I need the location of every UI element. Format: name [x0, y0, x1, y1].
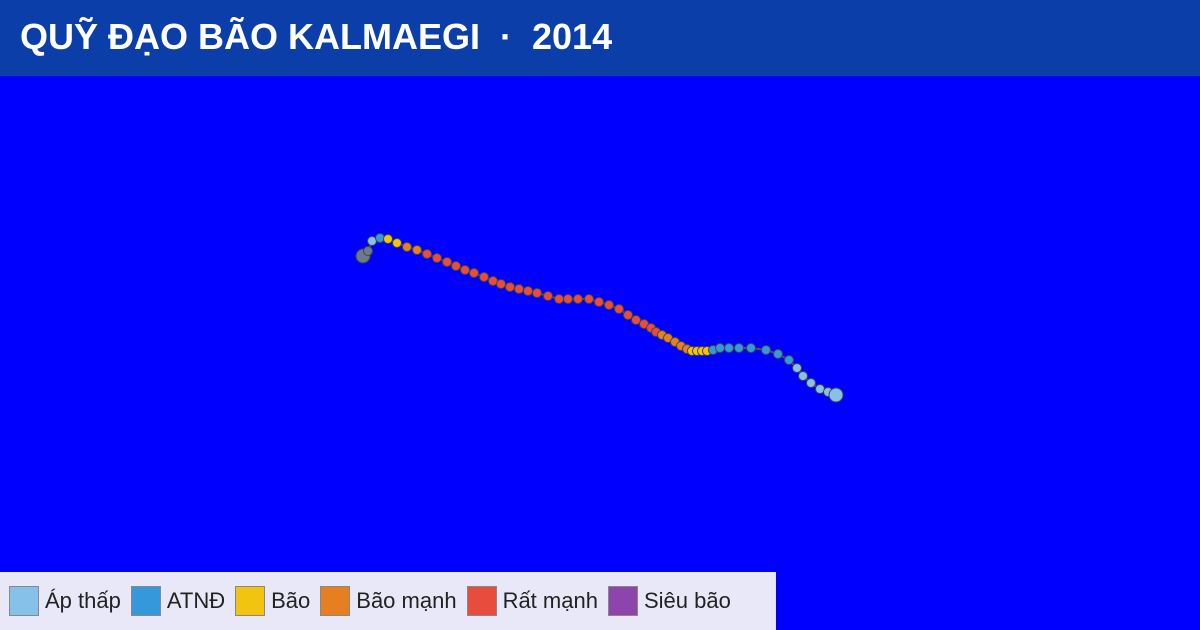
- track-point: [505, 282, 515, 292]
- track-point: [584, 294, 594, 304]
- legend-label: Rất mạnh: [502, 588, 598, 613]
- legend-item: Bão: [235, 586, 310, 616]
- legend-item: Bão mạnh: [320, 586, 457, 616]
- track-point: [412, 245, 422, 255]
- legend-item: Áp thấp: [9, 586, 121, 616]
- track-point: [479, 272, 489, 282]
- track-point: [460, 265, 470, 275]
- track-point: [532, 288, 542, 298]
- legend-label: ATNĐ: [166, 588, 226, 613]
- track-point: [828, 387, 844, 403]
- track-point: [573, 294, 583, 304]
- track-point: [442, 257, 452, 267]
- track-point: [604, 300, 614, 310]
- track-point: [806, 378, 816, 388]
- legend: Áp thấp ATNĐ Bão Bão mạnh Rất mạnh Siêu bão: [0, 572, 776, 630]
- track-point: [554, 294, 564, 304]
- track-point: [563, 294, 573, 304]
- legend-swatch: [607, 586, 638, 616]
- legend-swatch: [235, 586, 266, 616]
- legend-label: Siêu bão: [643, 588, 731, 613]
- map: [355, 233, 844, 403]
- legend-label: Bão mạnh: [356, 588, 457, 613]
- legend-item: Siêu bão: [607, 586, 731, 616]
- title: QUỸ ĐẠO BÃO KALMAEGI · 2014: [0, 0, 1200, 76]
- track-point: [614, 304, 624, 314]
- track-point: [402, 242, 412, 252]
- track-point: [746, 343, 756, 353]
- track-point: [798, 371, 808, 381]
- track-point: [523, 286, 533, 296]
- track-point: [773, 349, 783, 359]
- track-point: [392, 238, 402, 248]
- track-point: [469, 268, 479, 278]
- track-point: [724, 343, 734, 353]
- track-point: [383, 234, 393, 244]
- legend-label: Áp thấp: [45, 588, 121, 613]
- legend-swatch: [466, 586, 497, 616]
- track-point: [451, 261, 461, 271]
- legend-swatch: [9, 586, 39, 616]
- legend-item: Rất mạnh: [466, 586, 598, 616]
- track-point: [734, 343, 744, 353]
- track-point: [543, 291, 553, 301]
- legend-swatch: [320, 586, 351, 616]
- track-point: [363, 246, 373, 256]
- track-point: [715, 343, 725, 353]
- track-point: [422, 249, 432, 259]
- track-point: [432, 253, 442, 263]
- track-point: [631, 315, 641, 325]
- legend-label: Bão: [271, 588, 311, 613]
- track-point: [623, 310, 633, 320]
- track-point: [594, 297, 604, 307]
- track-point: [784, 355, 794, 365]
- track-point: [514, 284, 524, 294]
- track-point: [496, 279, 506, 289]
- track-point: [792, 363, 802, 373]
- legend-item: ATNĐ: [130, 586, 226, 616]
- track-point: [761, 345, 771, 355]
- legend-swatch: [130, 586, 161, 616]
